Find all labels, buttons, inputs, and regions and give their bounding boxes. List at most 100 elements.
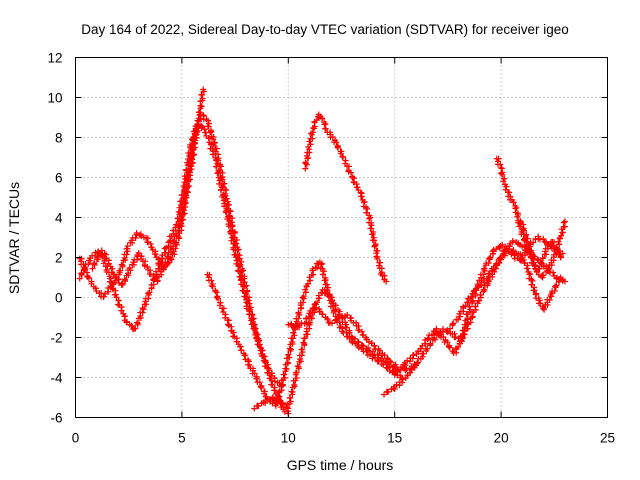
grid: [75, 57, 608, 418]
data-point-marker: [223, 209, 230, 216]
data-point-marker: [246, 311, 253, 318]
data-point-marker: [209, 283, 216, 290]
data-point-marker: [133, 230, 140, 237]
data-point-marker: [540, 305, 547, 312]
data-point-marker: [161, 264, 168, 271]
series-track-7: [302, 111, 390, 285]
data-point-marker: [225, 317, 232, 324]
data-point-marker: [457, 313, 464, 320]
data-point-marker: [223, 186, 230, 193]
data-point-marker: [552, 283, 559, 290]
data-point-marker: [286, 345, 293, 352]
data-point-marker: [300, 339, 307, 346]
data-point-marker: [424, 345, 431, 352]
data-point-marker: [279, 400, 286, 407]
data-point-marker: [138, 233, 145, 240]
data-point-marker: [383, 278, 390, 285]
data-point-marker: [180, 194, 187, 201]
data-point-marker: [151, 251, 158, 258]
data-point-marker: [198, 124, 205, 131]
data-point-marker: [493, 260, 500, 267]
data-point-marker: [497, 255, 504, 262]
data-point-marker: [258, 384, 265, 391]
y-tick-label: 6: [55, 171, 63, 186]
data-point-marker: [251, 370, 258, 377]
series-track-2: [76, 86, 207, 300]
data-point-marker: [280, 371, 287, 378]
data-point-marker: [336, 324, 343, 331]
data-point-marker: [91, 260, 98, 267]
data-point-marker: [183, 166, 190, 173]
data-point-marker: [189, 135, 196, 142]
data-point-marker: [292, 377, 299, 384]
data-point-marker: [433, 325, 440, 332]
data-point-marker: [468, 294, 475, 301]
data-point-marker: [285, 351, 292, 358]
y-tick-label: 8: [55, 131, 63, 146]
data-point-marker: [481, 265, 488, 272]
x-tick-label: 5: [178, 431, 186, 446]
data-point-marker: [252, 331, 259, 338]
data-point-marker: [146, 289, 153, 296]
data-point-marker: [241, 293, 248, 300]
y-tick-label: 4: [55, 211, 63, 226]
data-point-marker: [472, 303, 479, 310]
data-point-marker: [468, 297, 475, 304]
data-point-marker: [346, 329, 353, 336]
data-point-marker: [424, 336, 431, 343]
data-point-marker: [343, 324, 350, 331]
data-point-marker: [452, 334, 459, 341]
data-point-marker: [212, 288, 219, 295]
data-point-marker: [513, 204, 520, 211]
series-track-6: [285, 301, 419, 374]
data-point-marker: [324, 281, 331, 288]
x-tick-label: 0: [72, 431, 80, 446]
data-point-marker: [238, 258, 245, 265]
data-point-marker: [333, 139, 340, 146]
data-point-marker: [544, 265, 551, 272]
data-point-marker: [293, 369, 300, 376]
data-point-marker: [182, 176, 189, 183]
data-point-marker: [188, 136, 195, 143]
data-point-marker: [543, 251, 550, 258]
data-point-marker: [310, 271, 317, 278]
data-point-marker: [480, 286, 487, 293]
data-point-marker: [222, 208, 229, 215]
data-point-marker: [466, 303, 473, 310]
data-point-marker: [521, 259, 528, 266]
data-point-marker: [539, 255, 546, 262]
data-point-marker: [557, 274, 564, 281]
data-point-marker: [143, 301, 150, 308]
data-point-marker: [174, 215, 181, 222]
data-point-marker: [219, 193, 226, 200]
data-point-marker: [530, 259, 537, 266]
data-point-marker: [465, 295, 472, 302]
data-point-marker: [495, 155, 502, 162]
data-point-marker: [186, 152, 193, 159]
data-point-marker: [391, 371, 398, 378]
data-point-marker: [157, 258, 164, 265]
data-point-marker: [191, 151, 198, 158]
data-point-marker: [186, 182, 193, 189]
data-point-marker: [178, 198, 185, 205]
data-point-marker: [227, 208, 234, 215]
data-point-marker: [546, 296, 553, 303]
data-point-marker: [167, 237, 174, 244]
data-point-marker: [449, 321, 456, 328]
data-point-marker: [175, 218, 182, 225]
data-point-marker: [545, 245, 552, 252]
data-point-marker: [105, 269, 112, 276]
data-point-marker: [554, 248, 561, 255]
data-point-marker: [444, 339, 451, 346]
y-tick-label: 2: [55, 251, 63, 266]
data-point-marker: [371, 343, 378, 350]
data-point-marker: [139, 305, 146, 312]
data-point-marker: [374, 255, 381, 262]
data-point-marker: [553, 282, 560, 289]
data-point-marker: [487, 254, 494, 261]
data-point-marker: [368, 231, 375, 238]
data-point-marker: [190, 128, 197, 135]
data-point-marker: [359, 331, 366, 338]
y-tick-label: -4: [50, 371, 62, 386]
data-point-marker: [89, 265, 96, 272]
